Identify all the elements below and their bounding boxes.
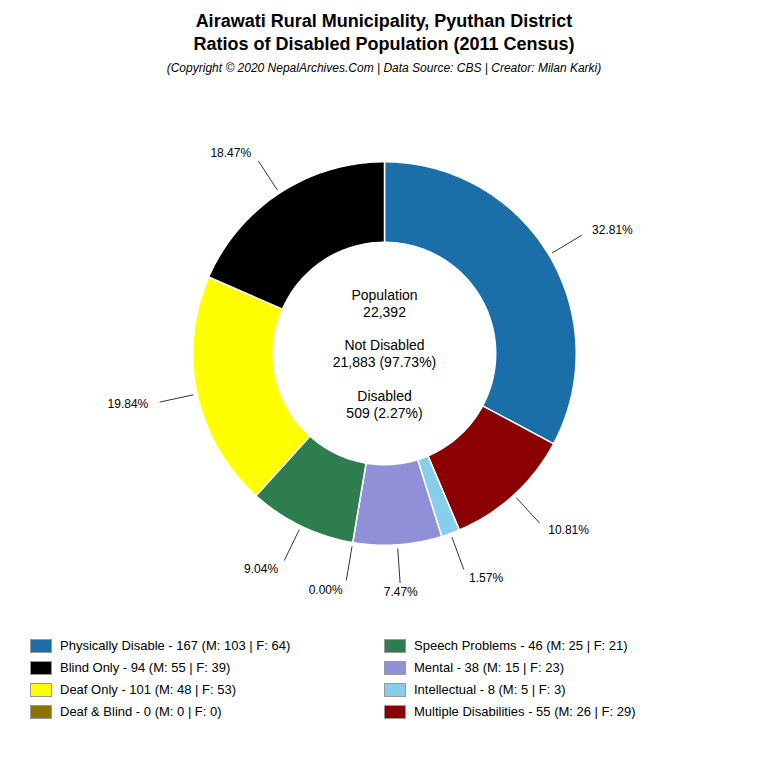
html-text:Speech Problems - 46 (M: 25 |: Speech Problems - 46 (M: 25 | F: 21) (414, 638, 628, 654)
html-text:Airawati Rural Municipality, P: Airawati Rural Municipality, Pyuthan Dis… (195, 11, 573, 31)
svg-text:0.00%: 0.00% (309, 582, 343, 596)
svg-text:19.84%: 19.84% (108, 397, 149, 411)
svg-text:9.04%: 9.04% (244, 562, 278, 576)
html-text:Mental - 38 (M: 15 | F: 23): Mental - 38 (M: 15 | F: 23) (414, 660, 564, 676)
svg-text:7.47%: 7.47% (384, 585, 418, 599)
svg-text:32.81%: 32.81% (592, 223, 633, 237)
svg-text:18.47%: 18.47% (210, 146, 251, 160)
html-text:Deaf Only - 101 (M: 48 | F: 53: Deaf Only - 101 (M: 48 | F: 53) (60, 682, 237, 698)
svg-text:1.57%: 1.57% (469, 571, 503, 585)
html-text:Ratios of Disabled Population: Ratios of Disabled Population (2011 Cens… (193, 34, 575, 55)
html-text:Deaf & Blind - 0 (M: 0 | F: 0): Deaf & Blind - 0 (M: 0 | F: 0) (60, 704, 222, 720)
html-text:Intellectual - 8 (M: 5 | F: 3): Intellectual - 8 (M: 5 | F: 3) (414, 682, 566, 698)
html-text:Blind Only - 94 (M: 55 | F: 39: Blind Only - 94 (M: 55 | F: 39) (60, 660, 231, 676)
svg-text:10.81%: 10.81% (548, 523, 589, 537)
html-text:(Copyright © 2020 NepalArchive: (Copyright © 2020 NepalArchives.Com | Da… (166, 60, 602, 75)
html-text:Physically Disable - 167 (M: 1: Physically Disable - 167 (M: 103 | F: 64… (60, 638, 291, 654)
svg-text:Population22,392Not Disabled21: Population22,392Not Disabled21,883 (97.7… (333, 287, 437, 421)
html-text:Multiple Disabilities - 55 (M:: Multiple Disabilities - 55 (M: 26 | F: 2… (414, 704, 636, 720)
